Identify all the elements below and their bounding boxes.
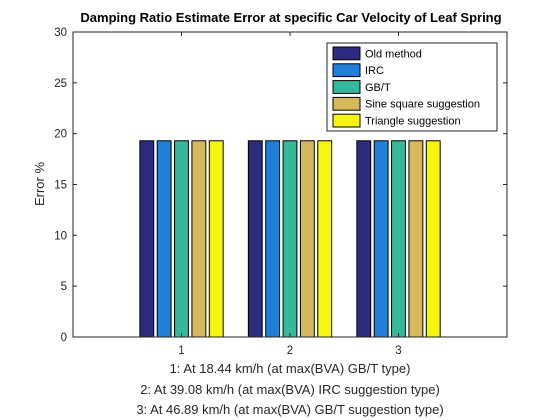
- y-tick-label-1: 5: [61, 281, 67, 293]
- y-tick-label-2: 10: [54, 230, 67, 242]
- x-axis-label-line-1: 1: At 18.44 km/h (at max(BVA) GB/T type): [170, 361, 411, 376]
- y-axis-label: Error %: [32, 162, 47, 207]
- bar-series-3-category-1: [175, 141, 189, 337]
- y-tick-label-6: 30: [54, 27, 67, 39]
- bar-series-4-category-3: [409, 141, 423, 337]
- legend-label-1: Old method: [365, 48, 422, 60]
- bar-series-5-category-1: [209, 141, 223, 337]
- bar-series-3-category-2: [283, 141, 297, 337]
- y-tick-label-4: 20: [54, 129, 67, 141]
- legend-label-4: Sine square suggestion: [365, 99, 480, 111]
- legend-swatch-5: [333, 114, 360, 127]
- bar-series-1-category-3: [357, 141, 371, 337]
- bars-group: [140, 141, 440, 337]
- x-axis-label-line-3: 3: At 46.89 km/h (at max(BVA) GB/T sugge…: [136, 402, 443, 417]
- bar-series-4-category-2: [300, 141, 314, 337]
- legend-swatch-3: [333, 81, 360, 94]
- legend-label-3: GB/T: [365, 82, 391, 94]
- y-tick-label-3: 15: [54, 180, 67, 192]
- x-tick-label-2: 2: [287, 345, 293, 357]
- legend: Old method IRC GB/T Sine square suggestion T…: [327, 43, 497, 131]
- bar-series-4-category-1: [192, 141, 206, 337]
- bar-series-1-category-2: [248, 141, 262, 337]
- bar-series-5-category-3: [426, 141, 440, 337]
- bar-series-2-category-1: [157, 141, 171, 337]
- bar-series-5-category-2: [318, 141, 332, 337]
- legend-label-2: IRC: [365, 65, 384, 77]
- bar-series-3-category-3: [392, 141, 406, 337]
- x-tick-label-3: 3: [395, 345, 401, 357]
- legend-swatch-2: [333, 64, 360, 77]
- legend-swatch-4: [333, 97, 360, 110]
- bar-series-2-category-3: [374, 141, 388, 337]
- bar-series-1-category-1: [140, 141, 154, 337]
- y-tick-label-0: 0: [61, 332, 67, 344]
- x-tick-label-1: 1: [178, 345, 184, 357]
- chart-title: Damping Ratio Estimate Error at specific…: [80, 10, 501, 25]
- y-tick-label-5: 25: [54, 78, 67, 90]
- legend-label-5: Triangle suggestion: [365, 116, 461, 128]
- x-axis-label-line-2: 2: At 39.08 km/h (at max(BVA) IRC sugges…: [140, 382, 440, 397]
- bar-series-2-category-2: [266, 141, 280, 337]
- legend-swatch-1: [333, 47, 360, 60]
